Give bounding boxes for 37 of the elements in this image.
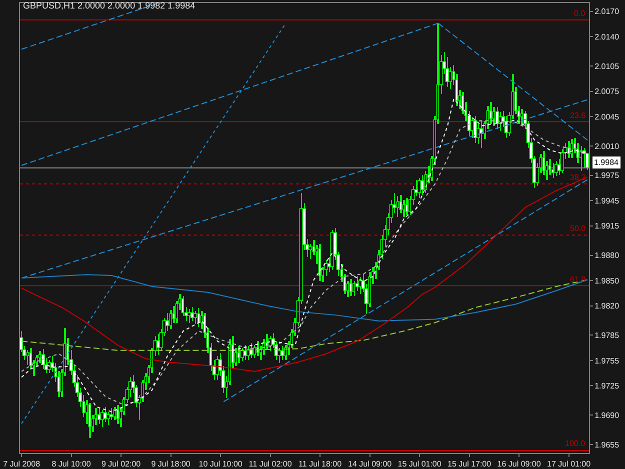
y-tick-label: 1.9690 — [594, 410, 620, 420]
x-tick-label: 17 Jul 01:00 — [546, 460, 592, 469]
y-tick-label: 1.9975 — [594, 171, 620, 180]
y-tick-label: 1.9725 — [594, 382, 620, 391]
x-tick-label: 15 Jul 01:00 — [398, 460, 442, 469]
x-tick-label: 9 Jul 02:00 — [101, 460, 142, 469]
annotation: 0.0 — [574, 9, 586, 18]
x-tick-label: 15 Jul 17:00 — [447, 460, 492, 469]
y-tick-label: 2.0140 — [594, 32, 620, 42]
y-tick-label: 1.9655 — [594, 440, 620, 450]
y-tick-label: 1.9915 — [594, 222, 620, 231]
x-tick-label: 11 Jul 18:00 — [298, 460, 342, 469]
y-tick-label: 2.0010 — [594, 142, 620, 151]
x-tick-label: 11 Jul 02:00 — [248, 460, 292, 469]
annotation: 100.0 — [565, 439, 586, 448]
y-tick-label: 2.0170 — [594, 7, 620, 16]
y-tick-label: 1.9850 — [594, 276, 620, 286]
y-tick-label: 1.9880 — [594, 251, 620, 260]
annotation: 38.2 — [570, 173, 586, 182]
y-tick-label: 1.9820 — [594, 302, 620, 311]
y-tick-label: 1.9755 — [594, 356, 620, 366]
annotation: 61.8 — [570, 275, 586, 284]
ref-line-label: 1.9984 — [594, 158, 620, 167]
y-tick-label: 2.0075 — [594, 87, 620, 96]
y-tick-label: 1.9945 — [594, 196, 620, 206]
x-tick-label: 9 Jul 18:00 — [151, 460, 191, 469]
x-tick-label: 8 Jul 10:00 — [52, 460, 92, 469]
y-tick-label: 1.9785 — [594, 331, 620, 340]
x-tick-label: 16 Jul 09:00 — [497, 460, 542, 469]
y-tick-label: 2.0105 — [594, 62, 620, 71]
x-tick-label: 7 Jul 2008 — [3, 460, 41, 469]
annotation: 50.0 — [570, 224, 586, 233]
x-tick-label: 10 Jul 10:00 — [198, 460, 243, 469]
y-tick-label: 2.0045 — [594, 112, 620, 122]
x-tick-label: 14 Jul 09:00 — [348, 460, 392, 469]
annotation: 23.6 — [570, 111, 586, 120]
chart-title: GBPUSD,H1 2.0000 2.0000 1.9982 1.9984 — [23, 0, 196, 11]
